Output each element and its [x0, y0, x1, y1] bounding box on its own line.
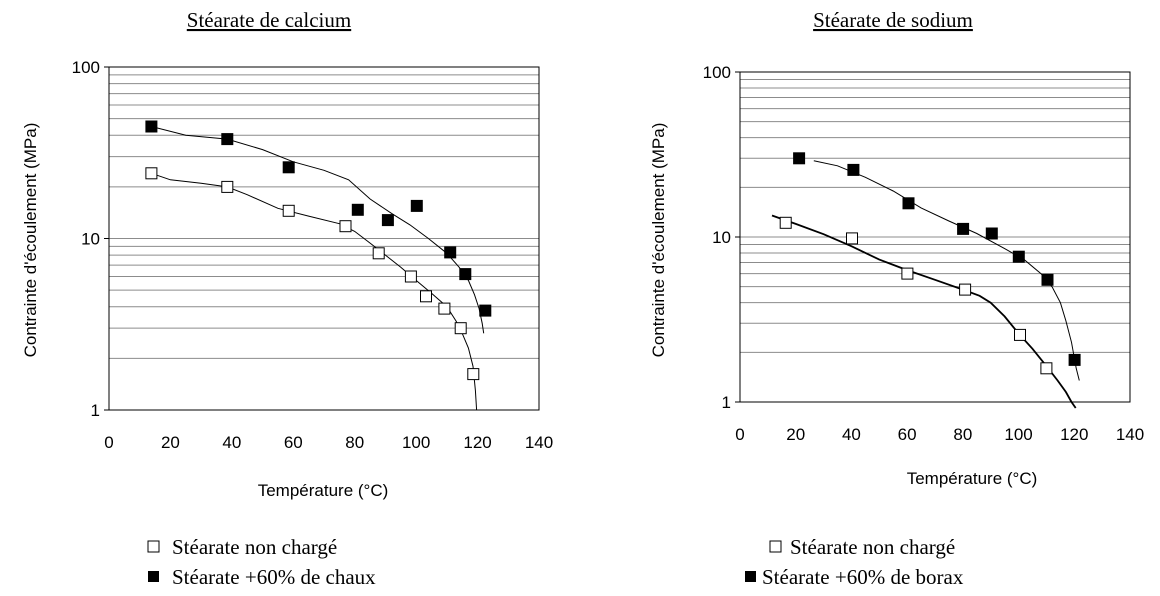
x-tick-label: 140 — [1116, 425, 1144, 444]
data-point-open — [1040, 362, 1053, 375]
y-axis-label: Contrainte d'écoulement (MPa) — [649, 123, 668, 358]
series-group — [145, 120, 492, 411]
trend-line — [813, 160, 1080, 381]
x-tick-label: 40 — [222, 433, 241, 452]
y-tick-label: 10 — [81, 230, 100, 249]
data-point-filled — [221, 133, 234, 146]
x-tick-label: 100 — [1004, 425, 1032, 444]
data-point-filled — [410, 199, 423, 212]
x-tick-label: 120 — [463, 433, 491, 452]
x-tick-label: 80 — [953, 425, 972, 444]
data-point-filled — [444, 246, 457, 259]
x-tick-label: 80 — [345, 433, 364, 452]
y-tick-label: 10 — [712, 228, 731, 247]
legend-filled-square-icon — [745, 571, 756, 582]
grid-lines — [740, 79, 1130, 353]
legend-entry: Stéarate +60% de borax — [762, 565, 964, 589]
x-tick-label: 140 — [525, 433, 553, 452]
data-point-filled — [282, 161, 295, 174]
x-tick-label: 60 — [284, 433, 303, 452]
x-tick-label: 120 — [1060, 425, 1088, 444]
data-point-filled — [847, 163, 860, 176]
y-tick-label: 100 — [72, 58, 100, 77]
x-tick-label: 40 — [842, 425, 861, 444]
data-point-filled — [145, 120, 158, 133]
x-tick-label: 20 — [161, 433, 180, 452]
data-point-open — [420, 290, 432, 303]
data-point-filled — [1012, 250, 1025, 263]
grid-lines — [109, 74, 539, 359]
legend-sodium: Stéarate non chargé Stéarate +60% de bor… — [745, 535, 964, 589]
y-tick-label: 100 — [703, 63, 731, 82]
x-tick-label: 60 — [898, 425, 917, 444]
chart-title: Stéarate de sodium — [813, 8, 973, 32]
data-point-filled — [479, 304, 492, 317]
data-point-open — [959, 283, 972, 296]
x-axis-label: Température (°C) — [258, 481, 389, 500]
x-tick-label: 0 — [104, 433, 113, 452]
data-point-open — [779, 216, 792, 229]
data-point-filled — [1041, 273, 1054, 286]
legend-calcium: Stéarate non chargé Stéarate +60% de cha… — [147, 535, 376, 589]
legend-entry: Stéarate +60% de chaux — [172, 565, 376, 589]
data-point-filled — [459, 268, 472, 281]
legend-open-square-icon — [147, 540, 160, 553]
data-point-open — [221, 180, 234, 193]
x-axis-ticks: 0 20 40 60 80 100 120 140 — [735, 425, 1144, 444]
data-point-filled — [902, 197, 915, 210]
legend-open-square-icon — [769, 540, 782, 553]
trend-line — [151, 126, 485, 334]
x-axis-ticks: 0 20 40 60 80 100 120 140 — [104, 433, 553, 452]
data-point-open — [467, 368, 480, 381]
trend-line — [151, 172, 478, 411]
data-point-open — [339, 220, 352, 233]
chart-sodium: Stéarate de sodium 0 20 40 60 80 100 120 140 11… — [649, 8, 1144, 488]
data-point-filled — [985, 227, 998, 240]
data-point-filled — [793, 152, 806, 165]
x-tick-label: 100 — [402, 433, 430, 452]
data-point-open — [282, 204, 295, 217]
data-point-open — [901, 267, 914, 280]
y-axis-ticks: 1 10 100 — [72, 58, 109, 420]
chart-title: Stéarate de calcium — [187, 8, 351, 32]
data-point-open — [372, 247, 385, 260]
legend-entry: Stéarate non chargé — [790, 535, 955, 559]
data-point-filled — [381, 214, 394, 227]
data-point-filled — [957, 222, 970, 235]
x-axis-label: Température (°C) — [907, 469, 1038, 488]
data-point-open — [145, 167, 158, 180]
chart-calcium: Stéarate de calcium 0 20 40 60 80 100 120 140 1… — [21, 8, 553, 500]
y-tick-label: 1 — [91, 401, 100, 420]
data-point-filled — [1068, 353, 1081, 366]
x-tick-label: 0 — [735, 425, 744, 444]
data-point-open — [846, 232, 858, 245]
series-group — [771, 152, 1081, 409]
legend-entry: Stéarate non chargé — [172, 535, 337, 559]
data-point-open — [404, 270, 417, 283]
data-point-open — [1014, 328, 1026, 341]
x-tick-label: 20 — [786, 425, 805, 444]
y-tick-label: 1 — [722, 393, 731, 412]
legend-filled-square-icon — [148, 571, 159, 582]
y-axis-label: Contrainte d'écoulement (MPa) — [21, 123, 40, 358]
data-point-open — [438, 302, 451, 315]
data-point-open — [454, 322, 467, 335]
data-point-filled — [351, 203, 364, 216]
y-axis-ticks: 1 10 100 — [703, 63, 740, 412]
